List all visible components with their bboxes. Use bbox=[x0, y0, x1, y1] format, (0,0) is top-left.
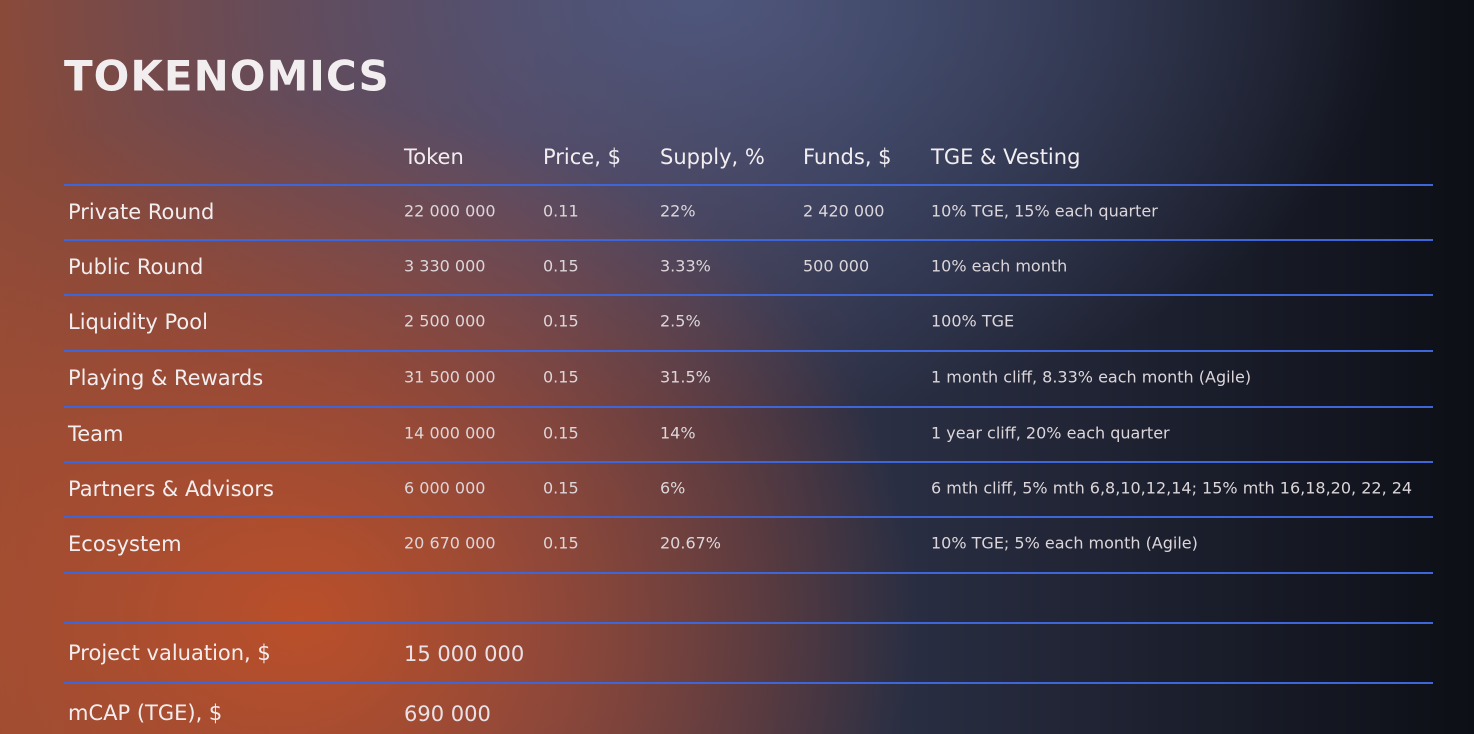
cell: 0.15 bbox=[543, 311, 579, 331]
row-label: Private Round bbox=[68, 199, 215, 224]
cell: 10% TGE, 15% each quarter bbox=[931, 201, 1158, 220]
cell: 0.15 bbox=[543, 256, 579, 275]
row-label: Playing & Rewards bbox=[68, 366, 264, 390]
cell: 14 000 000 bbox=[404, 423, 496, 442]
cell: 0.15 bbox=[543, 423, 579, 442]
cell: 14% bbox=[660, 423, 696, 442]
cell: 10% each month bbox=[931, 256, 1068, 275]
row-label: Team bbox=[68, 421, 124, 446]
cell: 2.5% bbox=[660, 311, 701, 331]
cell: 2 500 000 bbox=[404, 311, 486, 331]
cell: 6 000 000 bbox=[404, 478, 486, 497]
cell: 3.33% bbox=[660, 256, 711, 275]
cell: 0.15 bbox=[543, 478, 579, 497]
cell: 3 330 000 bbox=[404, 256, 486, 275]
cell: 31 500 000 bbox=[404, 367, 496, 387]
divider bbox=[64, 682, 1433, 684]
cell: 22 000 000 bbox=[404, 201, 496, 220]
title: TOKENOMICS bbox=[64, 51, 390, 101]
row-label: Liquidity Pool bbox=[68, 310, 208, 334]
divider bbox=[64, 572, 1433, 574]
row-label: Partners & Advisors bbox=[68, 476, 274, 501]
column-header: Price, $ bbox=[543, 145, 621, 169]
cell: 0.15 bbox=[543, 367, 579, 387]
divider bbox=[64, 239, 1433, 241]
divider bbox=[64, 406, 1433, 408]
cell: 1 year cliff, 20% each quarter bbox=[931, 423, 1170, 442]
cell: 20 670 000 bbox=[404, 533, 496, 553]
cell: 500 000 bbox=[803, 256, 870, 275]
cell: 6 mth cliff, 5% mth 6,8,10,12,14; 15% mt… bbox=[931, 478, 1413, 497]
divider bbox=[64, 516, 1433, 518]
column-header: Funds, $ bbox=[803, 145, 892, 169]
divider bbox=[64, 350, 1433, 352]
cell: 0.15 bbox=[543, 533, 579, 553]
column-header: Token bbox=[404, 145, 464, 169]
column-header: Supply, % bbox=[660, 145, 765, 169]
summary-label: Project valuation, $ bbox=[68, 641, 271, 665]
column-header: TGE & Vesting bbox=[931, 145, 1081, 169]
cell: 100% TGE bbox=[931, 311, 1015, 331]
summary-value: 15 000 000 bbox=[404, 642, 525, 666]
cell: 20.67% bbox=[660, 533, 722, 553]
cell: 10% TGE; 5% each month (Agile) bbox=[931, 533, 1198, 553]
cell: 2 420 000 bbox=[803, 201, 885, 220]
divider bbox=[64, 461, 1433, 463]
cell: 22% bbox=[660, 201, 696, 220]
cell: 1 month cliff, 8.33% each month (Agile) bbox=[931, 367, 1252, 387]
divider bbox=[64, 184, 1433, 186]
row-label: Ecosystem bbox=[68, 532, 182, 556]
divider bbox=[64, 294, 1433, 296]
cell: 6% bbox=[660, 478, 686, 497]
cell: 31.5% bbox=[660, 367, 711, 387]
summary-value: 690 000 bbox=[404, 702, 491, 726]
row-label: Public Round bbox=[68, 254, 204, 279]
divider bbox=[64, 622, 1433, 624]
summary-label: mCAP (TGE), $ bbox=[68, 701, 223, 725]
cell: 0.11 bbox=[543, 201, 579, 220]
